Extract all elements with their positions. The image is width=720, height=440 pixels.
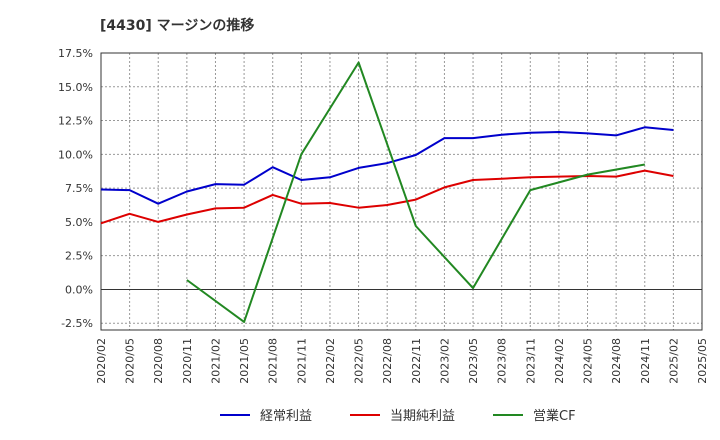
legend: 経常利益 当期純利益 営業CF <box>220 408 576 424</box>
y-tick-label: 0.0% <box>65 283 93 296</box>
x-tick-label: 2020/11 <box>181 338 194 384</box>
x-tick-label: 2022/05 <box>353 338 366 384</box>
legend-item-3: 営業CF <box>493 408 576 424</box>
x-tick-label: 2023/02 <box>438 338 451 384</box>
x-tick-label: 2024/11 <box>639 338 652 384</box>
y-tick-label: -2.5% <box>61 317 93 330</box>
legend-label: 当期純利益 <box>390 409 455 424</box>
grid-lines <box>101 52 702 330</box>
x-tick-label: 2020/08 <box>152 338 165 384</box>
y-tick-label: 2.5% <box>65 250 93 263</box>
y-tick-labels: -2.5% 0.0% 2.5% 5.0% 7.5% 10.0% 12.5% 15.0% 17.5… <box>58 47 93 330</box>
legend-label: 営業CF <box>533 408 576 424</box>
chart-title: [4430] マージンの推移 <box>100 17 254 34</box>
x-tick-label: 2021/05 <box>238 338 251 384</box>
y-tick-label: 17.5% <box>58 47 93 60</box>
axes <box>100 52 703 331</box>
x-tick-labels: 2020/02 2020/05 2020/08 2020/11 2021/02 2021/… <box>95 338 709 384</box>
series-line-3 <box>186 61 645 323</box>
x-tick-label: 2022/11 <box>410 338 423 384</box>
x-tick-label: 2024/05 <box>582 338 595 384</box>
x-tick-label: 2024/08 <box>610 338 623 384</box>
plot-frame <box>100 52 703 331</box>
x-tick-label: 2020/05 <box>124 338 137 384</box>
x-tick-label: 2022/08 <box>381 338 394 384</box>
series-line-1 <box>100 126 674 205</box>
x-tick-label: 2024/02 <box>553 338 566 384</box>
x-tick-label: 2021/02 <box>209 338 222 384</box>
x-tick-label: 2025/05 <box>696 338 709 384</box>
legend-label: 経常利益 <box>260 409 312 424</box>
x-tick-label: 2021/08 <box>267 338 280 384</box>
y-tick-label: 12.5% <box>58 115 93 128</box>
series-lines <box>100 61 674 323</box>
x-tick-label: 2023/08 <box>496 338 509 384</box>
x-tick-label: 2020/02 <box>95 338 108 384</box>
plot-area <box>101 53 702 330</box>
x-tick-label: 2022/02 <box>324 338 337 384</box>
y-tick-label: 10.0% <box>58 148 93 161</box>
x-tick-label: 2023/05 <box>467 338 480 384</box>
x-tick-label: 2025/02 <box>667 338 680 384</box>
x-tick-label: 2021/11 <box>295 338 308 384</box>
x-tick-label: 2023/11 <box>524 338 537 384</box>
legend-item-2: 当期純利益 <box>350 409 455 424</box>
y-tick-label: 15.0% <box>58 81 93 94</box>
legend-item-1: 経常利益 <box>220 409 312 424</box>
y-tick-label: 5.0% <box>65 216 93 229</box>
y-tick-label: 7.5% <box>65 182 93 195</box>
